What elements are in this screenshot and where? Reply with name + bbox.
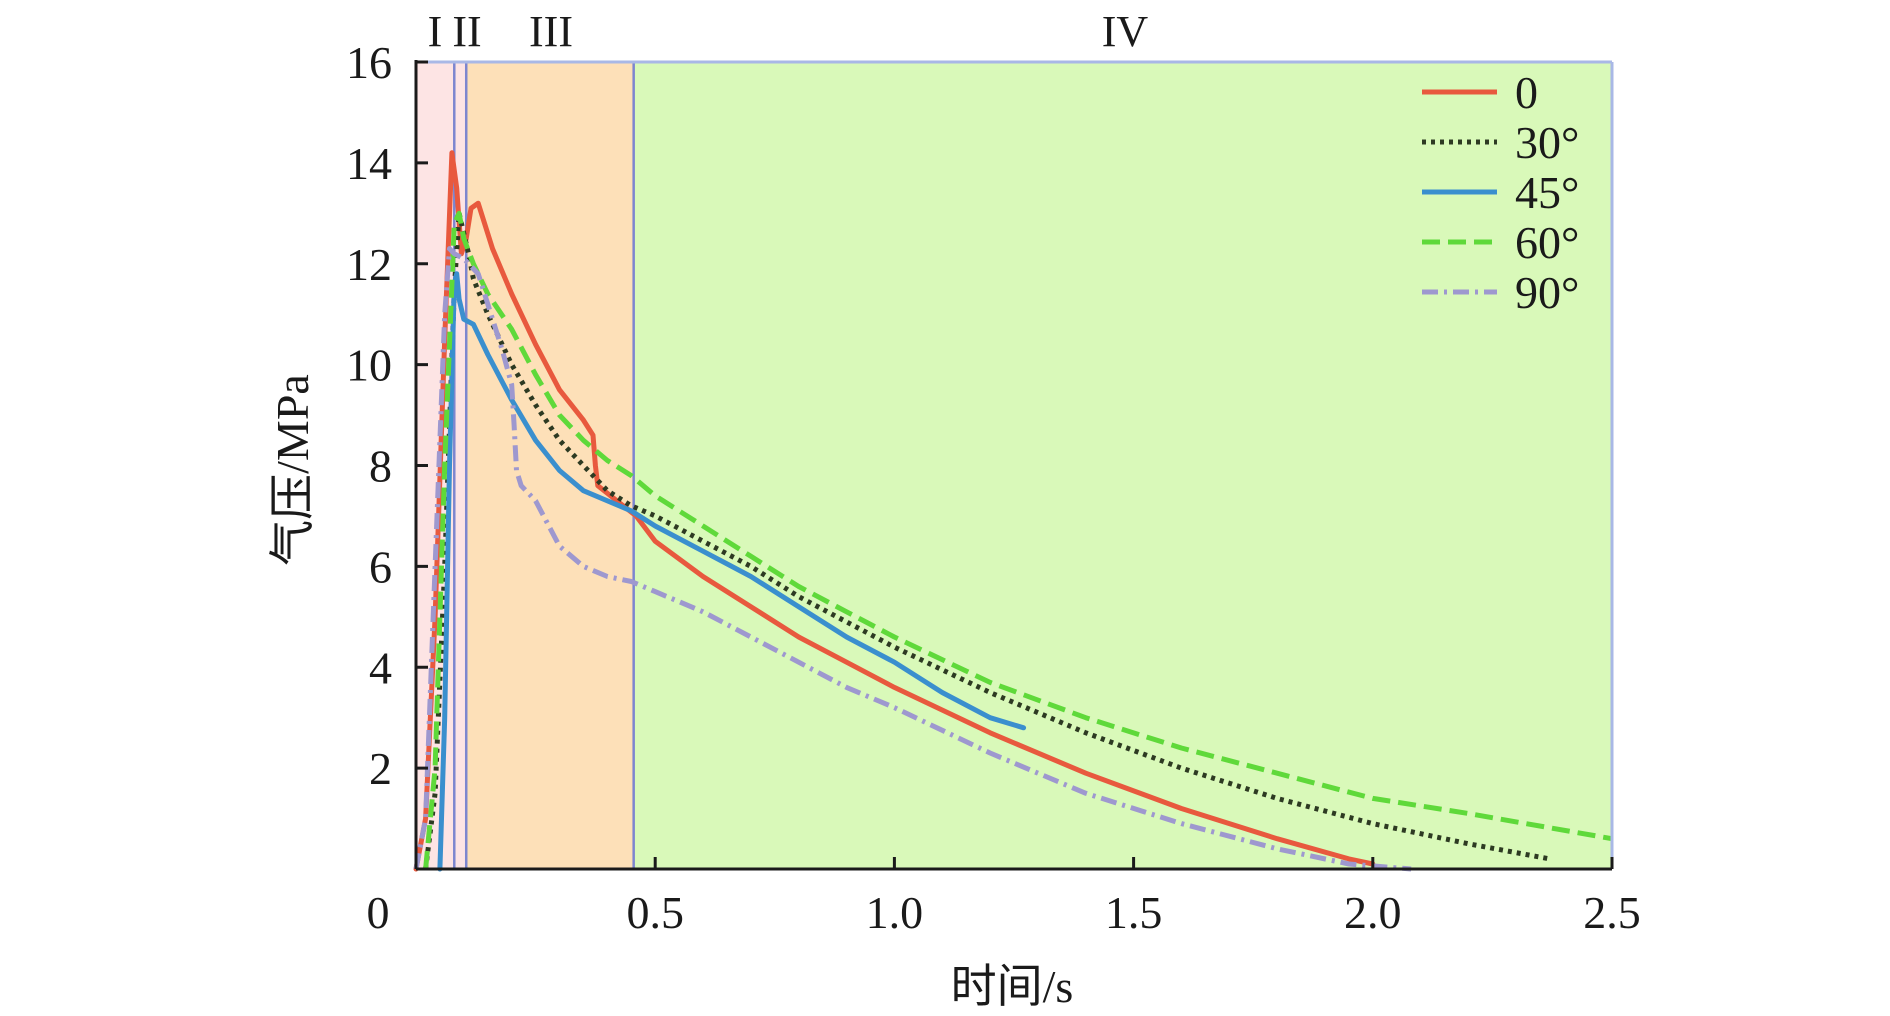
legend-label-1: 0 xyxy=(1515,67,1538,118)
series-line-4 xyxy=(423,210,1613,870)
series-line-3 xyxy=(437,271,1027,872)
x-tick-label: 0.5 xyxy=(626,887,684,938)
y-tick-label: 14 xyxy=(346,138,392,189)
x-tick-label: 1.0 xyxy=(866,887,924,938)
phase-region-label-3: III xyxy=(529,7,573,56)
series-lines xyxy=(413,150,1613,872)
x-tick-label: 0 xyxy=(367,887,390,938)
legend-label-5: 90° xyxy=(1515,267,1579,318)
x-axis-title: 时间/s xyxy=(951,961,1074,1012)
y-tick-label: 6 xyxy=(369,541,392,592)
x-tick-label: 2.0 xyxy=(1344,887,1402,938)
axes: 0 0.5 1.0 1.5 2.0 2.5 2 4 6 8 10 12 14 16 xyxy=(346,37,1641,938)
plot-frame xyxy=(416,60,1614,869)
y-tick-label: 4 xyxy=(369,642,392,693)
phase-region-label-1: I xyxy=(428,7,443,56)
x-tick-label: 2.5 xyxy=(1583,887,1641,938)
phase-region-labels: I II III IV xyxy=(428,7,1149,56)
phase-region-2 xyxy=(454,62,467,869)
phase-region-label-4: IV xyxy=(1102,7,1149,56)
y-axis-title: 气压/MPa xyxy=(267,374,318,566)
y-tick-label: 12 xyxy=(346,239,392,290)
series-line-1 xyxy=(413,150,1376,872)
phase-region-4 xyxy=(633,62,1612,869)
legend-label-3: 45° xyxy=(1515,167,1579,218)
phase-boundaries xyxy=(453,62,635,869)
phase-regions xyxy=(416,62,1612,869)
legend-label-2: 30° xyxy=(1515,117,1579,168)
series-line-5 xyxy=(413,246,1412,872)
legend-label-4: 60° xyxy=(1515,217,1579,268)
y-tick-label: 2 xyxy=(369,743,392,794)
y-tick-label: 8 xyxy=(369,441,392,492)
phase-region-3 xyxy=(466,62,634,869)
y-tick-label: 10 xyxy=(346,340,392,391)
y-tick-label: 16 xyxy=(346,37,392,88)
legend: 030°45°60°90° xyxy=(1422,67,1579,318)
x-tick-label: 1.5 xyxy=(1105,887,1163,938)
phase-region-label-2: II xyxy=(452,7,481,56)
